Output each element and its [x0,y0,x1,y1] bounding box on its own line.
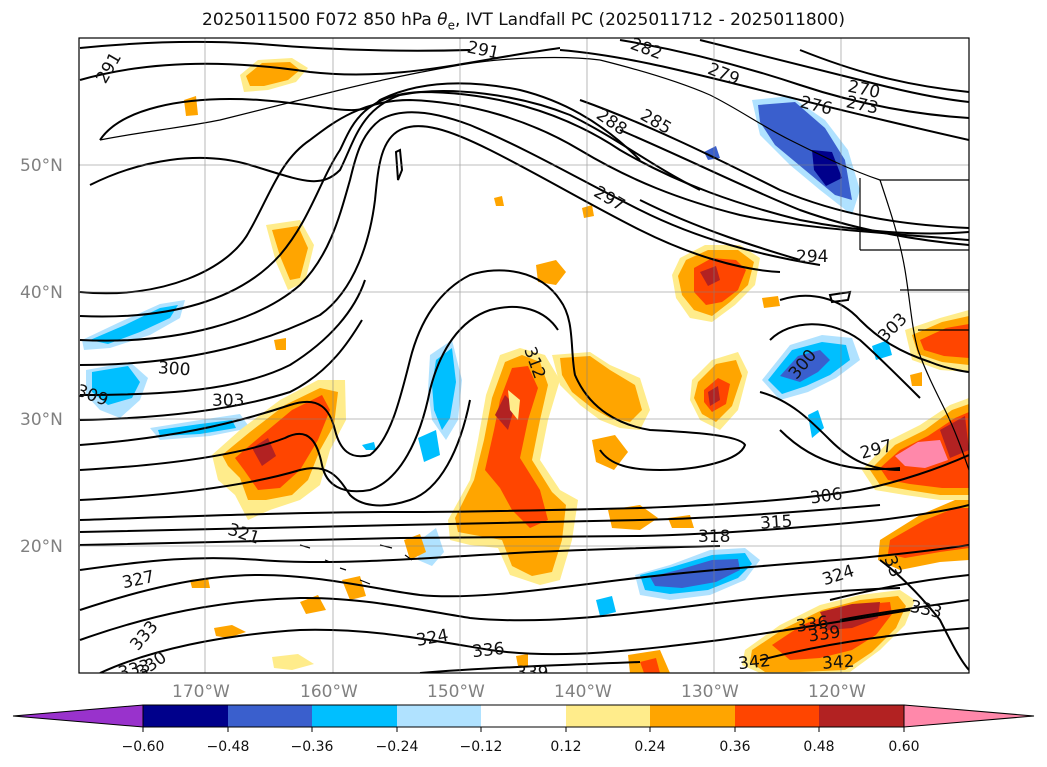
lat-label: 30°N [20,410,63,430]
contour-label: 306 [809,484,844,508]
contour-label: 336 [471,639,505,662]
colorbar-tick-label: 0.36 [719,739,750,755]
colorbar-swatch [228,705,312,727]
colorbar-tick-label: −0.24 [376,739,419,755]
lon-label: 120°W [808,682,866,702]
contour-label: 342 [821,652,855,674]
title-sub: e [447,18,455,33]
colorbar-swatch [312,705,397,727]
colorbar-extend-min [12,704,144,728]
lat-label: 40°N [20,283,63,303]
colorbar-tick-label: 0.60 [888,739,919,755]
colorbar-swatch [650,705,735,727]
plot-frame [78,37,970,674]
colorbar-swatch [397,705,481,727]
lat-axis: 50°N 40°N 30°N 20°N [20,156,63,557]
colorbar-frame [142,704,905,728]
colorbar-swatch [566,705,650,727]
colorbar-extend-max [903,704,1035,728]
colorbar-swatch [143,705,228,727]
contour-label: 318 [698,527,730,547]
contour-label: 339 [807,622,842,646]
lon-label: 170°W [172,682,230,702]
contour-label: 303 [212,391,244,411]
colorbar-tick-label: −0.48 [207,739,250,755]
lon-axis: 170°W 160°W 150°W 140°W 130°W 120°W [172,682,866,702]
lon-label: 160°W [300,682,358,702]
lat-label: 50°N [20,156,63,176]
colorbar-tick-label: −0.60 [122,739,165,755]
gridlines [79,38,969,673]
contour-label: 339 [516,663,548,683]
coastlines [99,56,969,585]
lon-label: 140°W [554,682,612,702]
map-title: 2025011500 F072 850 hPa θe, IVT Landfall… [0,10,1047,32]
colorbar-tick-label: 0.12 [550,739,581,755]
contour-label: 342 [737,651,771,674]
colorbar-swatch [481,705,566,727]
colorbar-tick-label: −0.36 [291,739,334,755]
colorbar-tick-label: 0.48 [803,739,834,755]
contour-label: 294 [796,247,828,267]
title-suffix: , IVT Landfall PC (2025011712 - 20250118… [454,10,845,30]
contour-label: 336 [795,613,830,637]
lon-label: 130°W [681,682,739,702]
contour-label: 300 [157,358,191,380]
contour-label: 315 [759,512,793,534]
colorbar-tick-label: 0.24 [634,739,665,755]
colorbar-swatch [819,705,904,727]
lon-label: 150°W [427,682,485,702]
lat-label: 20°N [20,537,63,557]
title-prefix: 2025011500 F072 850 hPa [202,10,438,30]
title-theta: θ [437,10,448,30]
colorbar: −0.60 −0.48 −0.36 −0.24 −0.12 0.12 0.24 … [12,704,1035,755]
theta-e-contours [79,39,969,673]
colorbar-swatch [735,705,819,727]
colorbar-tick-label: −0.12 [460,739,503,755]
